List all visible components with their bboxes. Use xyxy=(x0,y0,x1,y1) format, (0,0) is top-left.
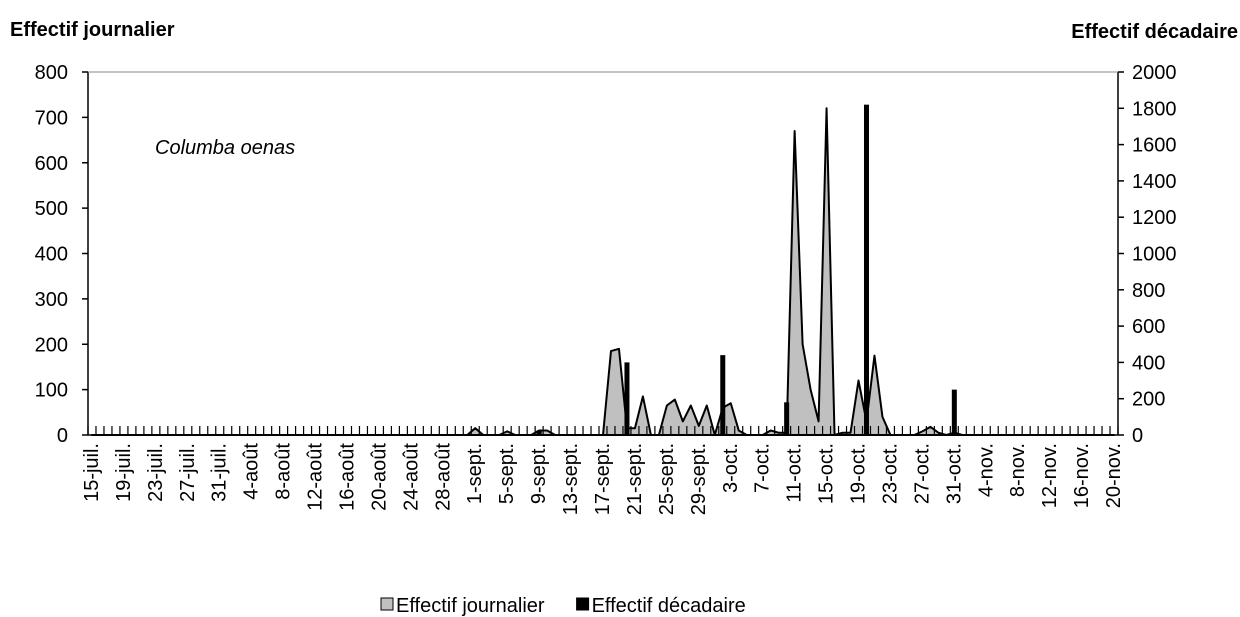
x-tick-label: 11-oct. xyxy=(784,443,806,503)
x-tick-label: 23-juil. xyxy=(145,443,167,502)
legend-swatch xyxy=(380,597,394,611)
y2-tick-label: 200 xyxy=(1132,389,1165,411)
x-tick-label: 21-sept. xyxy=(624,443,646,515)
x-tick-label: 16-nov. xyxy=(1071,443,1093,508)
y2-tick-label: 1200 xyxy=(1132,207,1177,229)
x-tick-label: 19-juil. xyxy=(113,443,135,502)
x-tick-label: 3-oct. xyxy=(720,443,742,493)
y-tick-label: 100 xyxy=(35,380,68,402)
y-tick-label: 200 xyxy=(35,334,68,356)
x-tick-label: 20-août xyxy=(368,443,390,511)
x-tick-label: 15-juil. xyxy=(81,443,103,502)
x-tick-label: 27-oct. xyxy=(911,443,933,504)
annotation: Columba oenas xyxy=(155,137,295,159)
y-tick-label: 800 xyxy=(35,62,68,84)
x-tick-label: 19-oct. xyxy=(848,443,870,504)
x-tick-label: 4-nov. xyxy=(975,443,997,497)
y2-tick-label: 600 xyxy=(1132,316,1165,338)
y2-tick-label: 400 xyxy=(1132,352,1165,374)
y2-tick-label: 1800 xyxy=(1132,98,1177,120)
x-tick-label: 12-nov. xyxy=(1039,443,1061,508)
y2-tick-label: 1000 xyxy=(1132,244,1177,266)
x-tick-label: 13-sept. xyxy=(560,443,582,515)
x-tick-label: 20-nov. xyxy=(1103,443,1125,508)
bar xyxy=(784,402,790,435)
legend-label: Effectif décadaire xyxy=(592,595,746,617)
legend-swatch xyxy=(576,597,590,611)
x-tick-label: 31-juil. xyxy=(209,443,231,502)
x-tick-label: 29-sept. xyxy=(688,443,710,515)
x-tick-label: 1-sept. xyxy=(464,443,486,504)
y-tick-label: 700 xyxy=(35,107,68,129)
x-tick-label: 28-août xyxy=(432,443,454,511)
x-tick-label: 12-août xyxy=(305,443,327,511)
x-tick-label: 8-nov. xyxy=(1007,443,1029,497)
y2-tick-label: 800 xyxy=(1132,280,1165,302)
legend-label: Effectif journalier xyxy=(396,595,545,617)
y2-tick-label: 2000 xyxy=(1132,62,1177,84)
x-tick-label: 4-août xyxy=(241,443,263,500)
x-tick-label: 16-août xyxy=(336,443,358,511)
y2-title: Effectif décadaire xyxy=(1071,21,1238,43)
bar xyxy=(624,362,630,435)
bar xyxy=(863,104,869,436)
bar xyxy=(951,389,957,435)
y2-tick-label: 1600 xyxy=(1132,135,1177,157)
bar xyxy=(536,430,542,435)
y2-tick-label: 0 xyxy=(1132,425,1143,447)
y-tick-label: 0 xyxy=(57,425,68,447)
x-tick-label: 7-oct. xyxy=(752,443,774,493)
y2-tick-label: 1400 xyxy=(1132,171,1177,193)
x-tick-label: 15-oct. xyxy=(816,443,838,504)
x-tick-label: 5-sept. xyxy=(496,443,518,504)
bar xyxy=(720,355,726,435)
x-tick-label: 17-sept. xyxy=(592,443,614,515)
x-tick-label: 31-oct. xyxy=(943,443,965,504)
y-title: Effectif journalier xyxy=(10,19,175,41)
x-tick-label: 25-sept. xyxy=(656,443,678,515)
x-tick-label: 9-sept. xyxy=(528,443,550,504)
y-tick-label: 500 xyxy=(35,198,68,220)
x-tick-label: 24-août xyxy=(400,443,422,511)
y-tick-label: 600 xyxy=(35,153,68,175)
x-tick-label: 23-oct. xyxy=(879,443,901,504)
y-tick-label: 400 xyxy=(35,244,68,266)
y-tick-label: 300 xyxy=(35,289,68,311)
x-tick-label: 8-août xyxy=(273,443,295,500)
x-tick-label: 27-juil. xyxy=(177,443,199,502)
